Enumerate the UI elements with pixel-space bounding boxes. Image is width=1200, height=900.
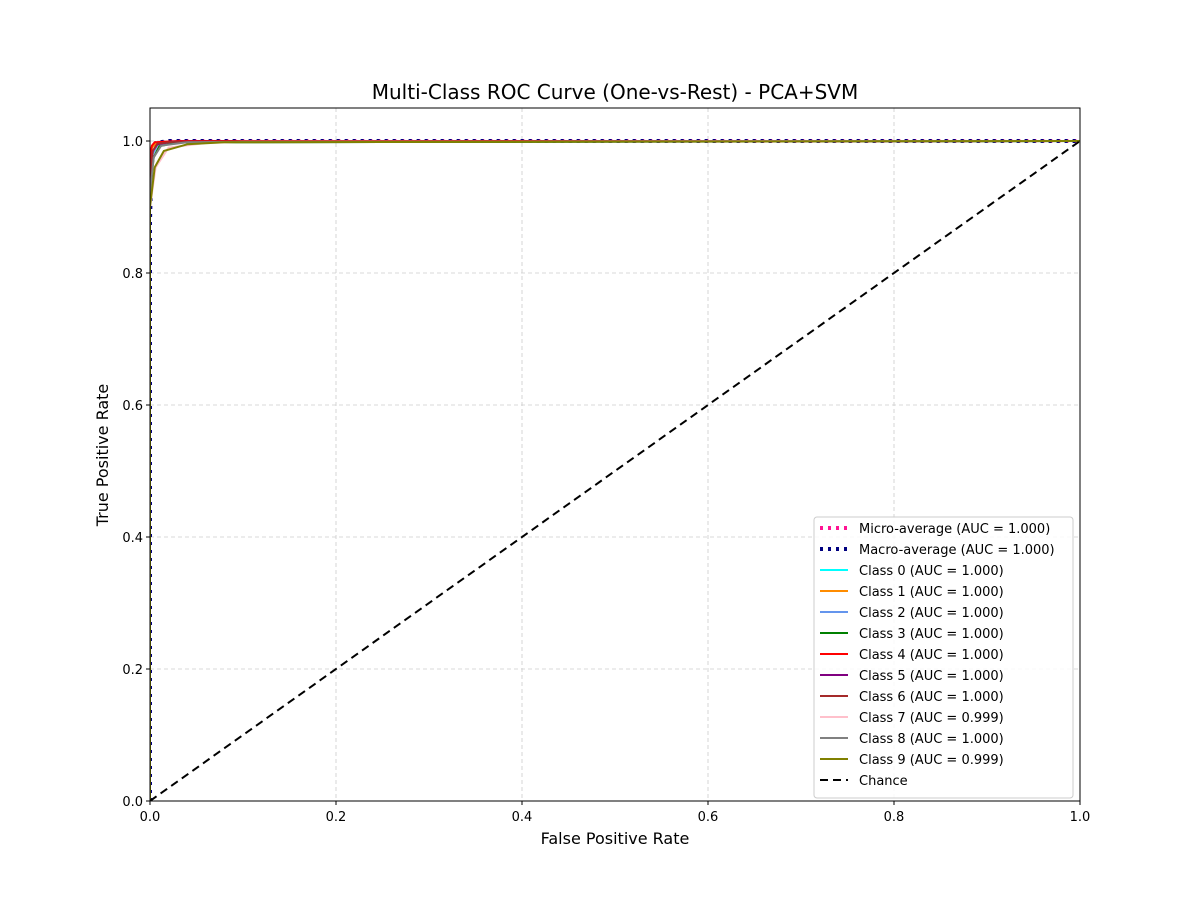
legend-label: Class 4 (AUC = 1.000) xyxy=(859,648,1004,663)
y-axis-label: True Positive Rate xyxy=(93,384,112,528)
x-tick-label: 0.2 xyxy=(326,810,347,825)
legend-label: Chance xyxy=(859,774,908,789)
series-lines xyxy=(150,139,1080,801)
series-line-11 xyxy=(150,140,1080,801)
series-line-12 xyxy=(150,140,1080,801)
y-tick-label: 0.6 xyxy=(122,399,143,414)
axis-ticks: 0.0 0.2 0.4 0.6 0.8 1.0 0.0 0.2 0.4 0.6 0.8 1.0 xyxy=(122,135,1090,825)
x-tick-label: 0.8 xyxy=(884,810,905,825)
legend-label: Class 5 (AUC = 1.000) xyxy=(859,669,1004,684)
legend-label: Class 8 (AUC = 1.000) xyxy=(859,732,1004,747)
x-tick-label: 0.6 xyxy=(698,810,719,825)
legend-label: Class 9 (AUC = 0.999) xyxy=(859,753,1004,768)
y-tick-label: 0.2 xyxy=(122,663,143,678)
x-tick-label: 0.0 xyxy=(140,810,161,825)
legend-label: Class 1 (AUC = 1.000) xyxy=(859,585,1004,600)
plot-area-frame xyxy=(149,107,1081,802)
x-axis-label: False Positive Rate xyxy=(541,829,690,848)
x-tick-label: 0.4 xyxy=(512,810,533,825)
y-tick-label: 0.8 xyxy=(122,267,143,282)
legend: Micro-average (AUC = 1.000) Macro-average… xyxy=(813,516,1074,799)
legend-label: Class 2 (AUC = 1.000) xyxy=(859,606,1004,621)
y-tick-label: 0.0 xyxy=(122,795,143,810)
legend-label: Macro-average (AUC = 1.000) xyxy=(859,543,1055,558)
legend-label: Class 3 (AUC = 1.000) xyxy=(859,627,1004,642)
legend-label: Class 0 (AUC = 1.000) xyxy=(859,564,1004,579)
legend-box xyxy=(813,516,1074,799)
x-tick-label: 1.0 xyxy=(1070,810,1091,825)
legend-label: Class 7 (AUC = 0.999) xyxy=(859,711,1004,726)
y-tick-label: 0.4 xyxy=(122,531,143,546)
legend-label: Micro-average (AUC = 1.000) xyxy=(859,522,1050,537)
y-tick-label: 1.0 xyxy=(122,135,143,150)
legend-label: Class 6 (AUC = 1.000) xyxy=(859,690,1004,705)
chart-title: Multi-Class ROC Curve (One-vs-Rest) - PC… xyxy=(372,80,858,104)
